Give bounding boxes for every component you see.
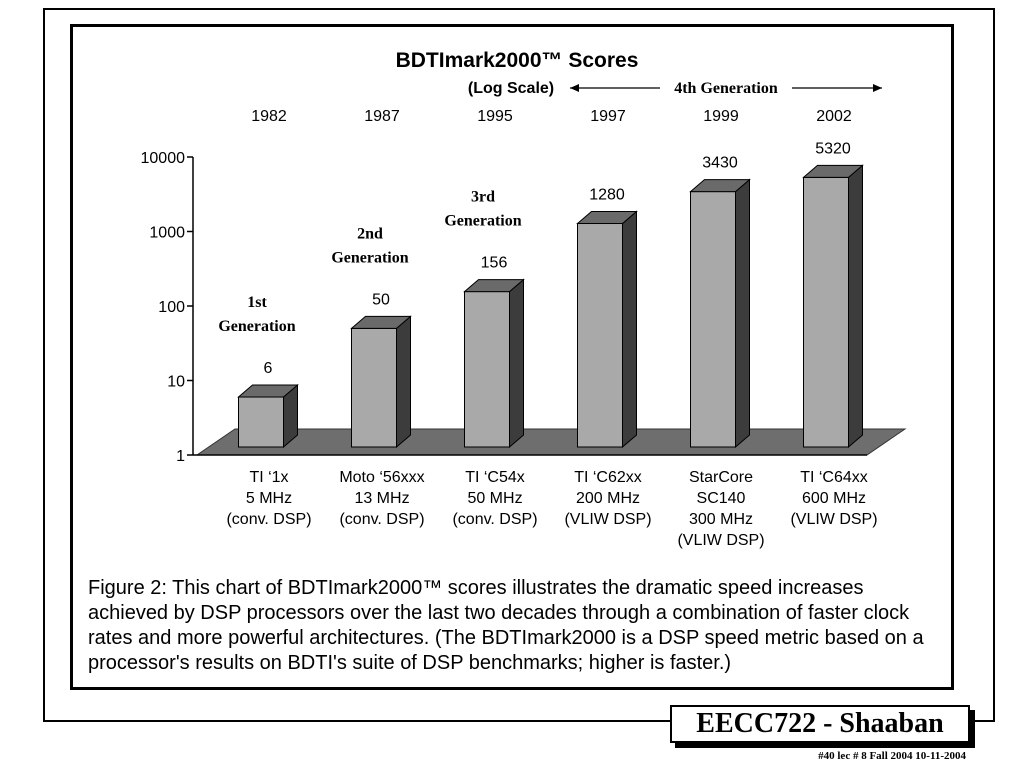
generation-annotation: 1st Generation xyxy=(218,294,295,335)
category-label: TI ‘1x 5 MHz (conv. DSP) xyxy=(226,469,311,528)
value-label: 6 xyxy=(264,360,273,377)
course-title: EECC722 - Shaaban xyxy=(696,708,944,739)
bar-side xyxy=(848,164,863,449)
bar-top xyxy=(689,179,751,193)
y-tick-label: 100 xyxy=(158,299,185,316)
bar xyxy=(803,176,849,448)
bar-top xyxy=(802,164,864,178)
bar xyxy=(351,327,397,448)
bar-side xyxy=(622,210,637,449)
value-label: 5320 xyxy=(815,140,851,157)
y-tick-label: 10 xyxy=(167,374,185,391)
y-tick-label: 1 xyxy=(176,448,185,465)
value-label: 1280 xyxy=(589,187,625,204)
year-label: 1982 xyxy=(251,108,287,125)
value-label: 3430 xyxy=(702,155,738,172)
figure-caption: Figure 2: This chart of BDTImark2000™ sc… xyxy=(88,577,924,674)
category-label: TI ‘C54x 50 MHz (conv. DSP) xyxy=(452,469,537,528)
bar-top xyxy=(463,279,525,293)
bar-top xyxy=(350,315,412,329)
annotation-arrowhead-right xyxy=(873,84,882,92)
y-tick-label: 10000 xyxy=(141,150,186,167)
generation-annotation: 2nd Generation xyxy=(331,225,408,266)
value-label: 50 xyxy=(372,291,390,308)
bar-side xyxy=(735,178,750,449)
bar xyxy=(464,291,510,448)
year-label: 1999 xyxy=(703,108,739,125)
year-label: 1995 xyxy=(477,108,513,125)
course-footer-box: EECC722 - Shaaban xyxy=(670,705,970,743)
slide-meta: #40 lec # 8 Fall 2004 10-11-2004 xyxy=(818,750,966,762)
chart-floor xyxy=(195,428,907,456)
generation-annotation: 3rd Generation xyxy=(444,189,521,230)
y-tick-label: 1000 xyxy=(149,225,185,242)
bar xyxy=(577,223,623,448)
annotation-arrowhead-left xyxy=(570,84,579,92)
chart-title: BDTImark2000™ Scores xyxy=(396,49,639,72)
year-label: 2002 xyxy=(816,108,852,125)
generation-annotation: 4th Generation xyxy=(674,80,778,97)
year-label: 1987 xyxy=(364,108,400,125)
category-label: Moto ‘56xxx 13 MHz (conv. DSP) xyxy=(339,469,424,528)
value-label: 156 xyxy=(481,255,508,272)
bdtimark-chart: BDTImark2000™ Scores (Log Scale) 1982 1987 1… xyxy=(141,49,907,549)
category-label: StarCore SC140 300 MHz (VLIW DSP) xyxy=(677,469,764,549)
bar-side xyxy=(396,315,411,449)
bar-top xyxy=(237,384,299,398)
bar-side xyxy=(509,278,524,449)
year-label: 1997 xyxy=(590,108,626,125)
bar xyxy=(238,396,284,448)
category-label: TI ‘C62xx 200 MHz (VLIW DSP) xyxy=(564,469,651,528)
bar-top xyxy=(576,211,638,225)
chart-subtitle: (Log Scale) xyxy=(468,80,554,97)
bar xyxy=(690,191,736,448)
category-label: TI ‘C64xx 600 MHz (VLIW DSP) xyxy=(790,469,877,528)
